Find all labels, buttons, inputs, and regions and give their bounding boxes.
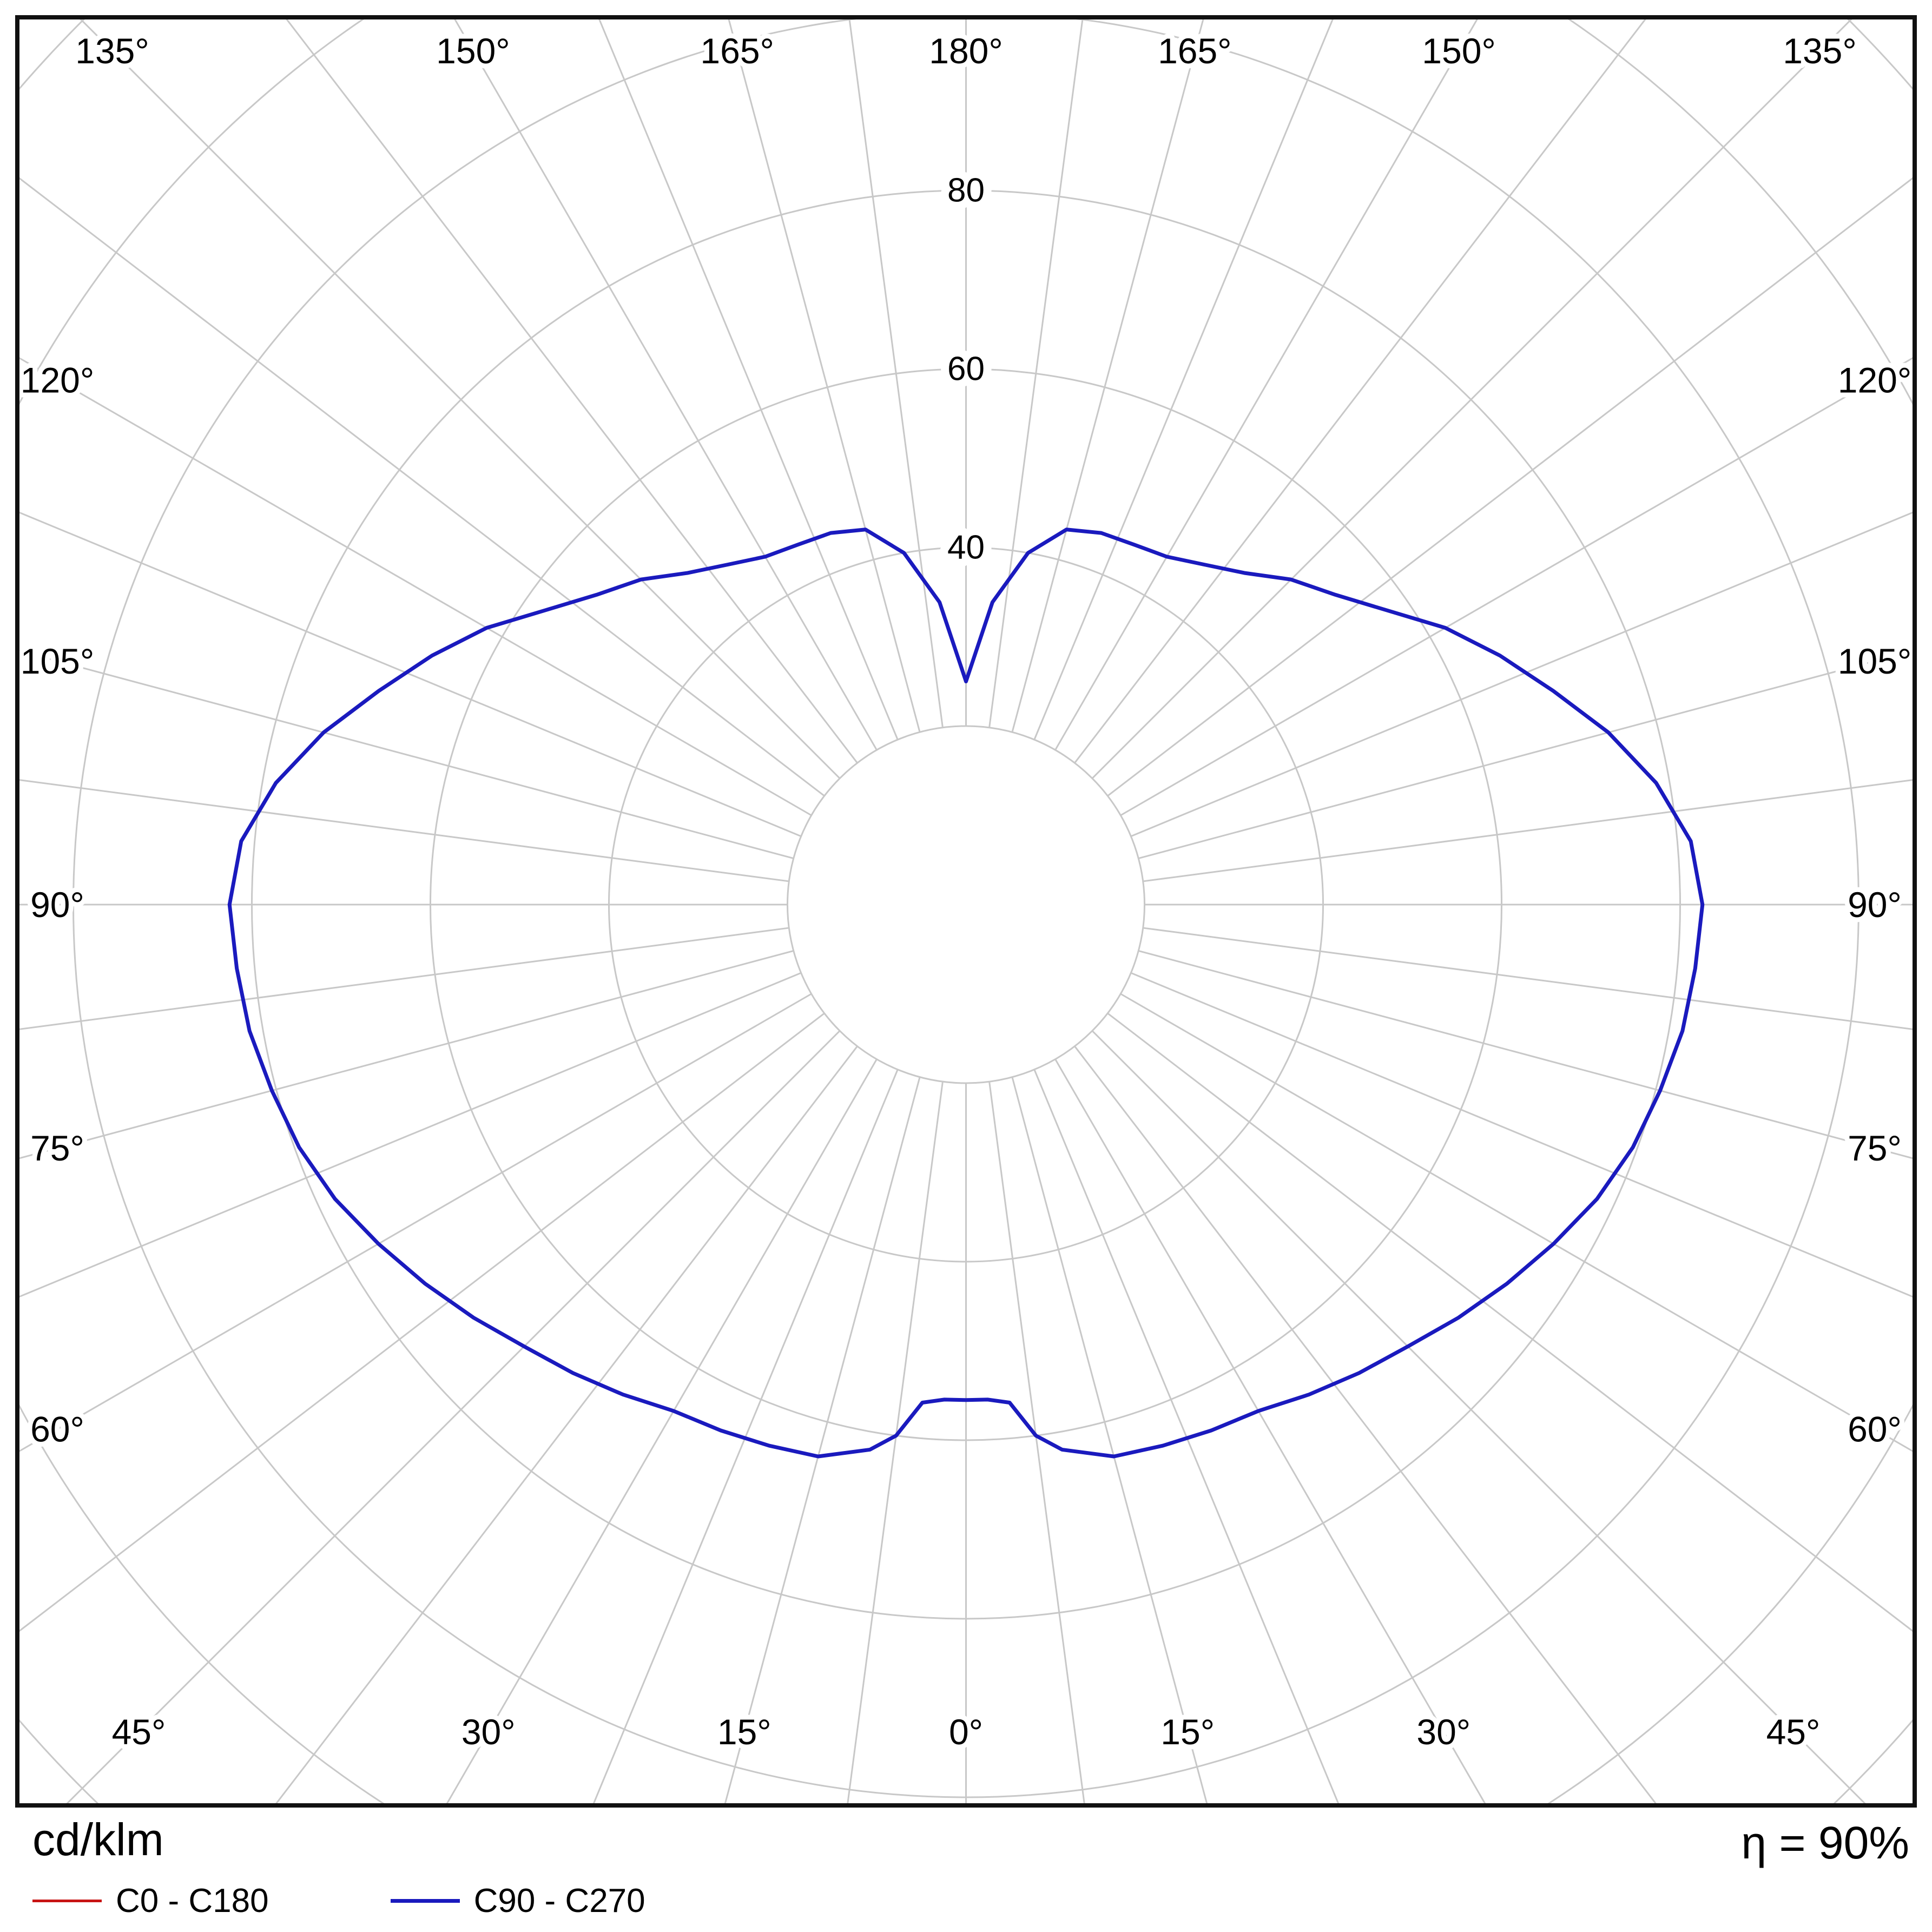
legend-swatch-c0-c180-line — [32, 1900, 102, 1902]
grid-spoke — [1033, 1069, 1340, 1803]
angle-label-90-right: 90° — [1848, 885, 1902, 925]
angle-label-75-right: 75° — [1848, 1128, 1902, 1168]
grid-spoke — [988, 19, 1084, 728]
angle-label-90-left: 90° — [30, 885, 84, 925]
grid-spoke — [988, 1081, 1085, 1803]
angle-label-105-right: 105° — [1838, 641, 1912, 681]
angle-label-150-right: 150° — [1422, 31, 1496, 71]
grid-spoke — [19, 972, 802, 1298]
angle-label-135-left: 135° — [75, 31, 149, 71]
angle-label-30-left: 30° — [461, 1712, 516, 1752]
grid-spoke — [1054, 19, 1478, 750]
grid-spoke — [19, 993, 812, 1452]
grid-spoke — [1107, 1012, 1913, 1632]
grid-spoke — [1054, 1059, 1486, 1803]
angle-label-60-right: 60° — [1848, 1409, 1902, 1449]
efficiency-label: η = 90% — [1741, 1817, 1909, 1868]
grid-spoke — [1130, 972, 1913, 1298]
angle-label-180-right: 180° — [929, 31, 1003, 71]
grid-spoke — [19, 949, 794, 1159]
grid-spoke — [19, 1012, 825, 1632]
legend: C0 - C180 C90 - C270 — [32, 1882, 645, 1920]
angle-label-120-left: 120° — [21, 360, 95, 400]
angle-label-15-left: 15° — [717, 1712, 772, 1752]
angle-label-150-left: 150° — [436, 31, 510, 71]
radial-tick-label-40: 40 — [947, 529, 985, 566]
grid-spoke — [1138, 650, 1913, 860]
grid-spoke — [598, 19, 899, 740]
radial-tick-label-80: 80 — [947, 172, 985, 209]
angle-label-165-right: 165° — [1158, 31, 1232, 71]
legend-label-c90-c270: C90 - C270 — [473, 1882, 645, 1920]
polar-chart: 40 60 80 0° 15° 15° 30° 30° 45° 45° 60° 60° 75° 75° 90… — [19, 19, 1913, 1803]
grid-spoke — [1143, 927, 1913, 1030]
grid-spoke — [19, 357, 812, 816]
legend-item-c90-c270: C90 - C270 — [390, 1882, 645, 1920]
grid-spoke — [19, 511, 802, 838]
grid-spoke — [1091, 1030, 1866, 1803]
angle-label-105-left: 105° — [21, 641, 95, 681]
angle-label-75-left: 75° — [30, 1128, 84, 1168]
grid-spoke — [19, 779, 789, 882]
grid-spoke — [1033, 19, 1334, 740]
grid-spoke — [1074, 1045, 1657, 1803]
angle-label-135-right: 135° — [1783, 31, 1857, 71]
angle-label-120-right: 120° — [1838, 360, 1912, 400]
angle-label-15-right: 15° — [1160, 1712, 1215, 1752]
grid-spoke — [19, 650, 794, 860]
grid-spoke — [19, 927, 789, 1030]
grid-spoke — [1107, 177, 1913, 797]
grid-spoke — [1091, 19, 1852, 779]
legend-item-c0-c180: C0 - C180 — [32, 1882, 269, 1920]
grid-spoke — [19, 177, 825, 797]
legend-swatch-c90-c270-line — [390, 1899, 460, 1903]
grid-spoke — [1143, 779, 1913, 882]
grid-spoke — [848, 19, 944, 728]
units-label: cd/klm — [32, 1814, 164, 1865]
grid-spoke — [1120, 993, 1913, 1452]
grid-spoke — [454, 19, 878, 750]
legend-label-c0-c180: C0 - C180 — [116, 1882, 269, 1920]
angle-label-45-right: 45° — [1766, 1712, 1821, 1752]
grid-spoke — [1138, 949, 1913, 1159]
grid-spoke — [1130, 511, 1913, 838]
grid-spoke — [1120, 357, 1913, 816]
grid-spoke — [592, 1069, 899, 1803]
grid-spoke — [1074, 19, 1646, 764]
grid-circle-20 — [787, 725, 1145, 1084]
angle-label-45-left: 45° — [112, 1712, 166, 1752]
grid-spoke — [80, 19, 841, 779]
grid-spoke — [724, 1077, 921, 1803]
angle-label-60-left: 60° — [30, 1409, 84, 1449]
radial-tick-label-60: 60 — [947, 351, 985, 388]
intensity-curve-c90-c270 — [227, 527, 1705, 1459]
grid-spoke — [446, 1059, 878, 1803]
grid-spoke — [275, 1045, 858, 1803]
angle-label-0-right: 0° — [949, 1712, 983, 1752]
grid-spoke — [847, 1081, 944, 1803]
angle-label-30-right: 30° — [1416, 1712, 1471, 1752]
angle-label-165-left: 165° — [700, 31, 774, 71]
grid-spoke — [1011, 1077, 1208, 1803]
grid-spoke — [66, 1030, 841, 1803]
grid-spoke — [286, 19, 858, 764]
polar-plot-frame: 40 60 80 0° 15° 15° 30° 30° 45° 45° 60° 60° 75° 75° 90… — [15, 15, 1917, 1808]
